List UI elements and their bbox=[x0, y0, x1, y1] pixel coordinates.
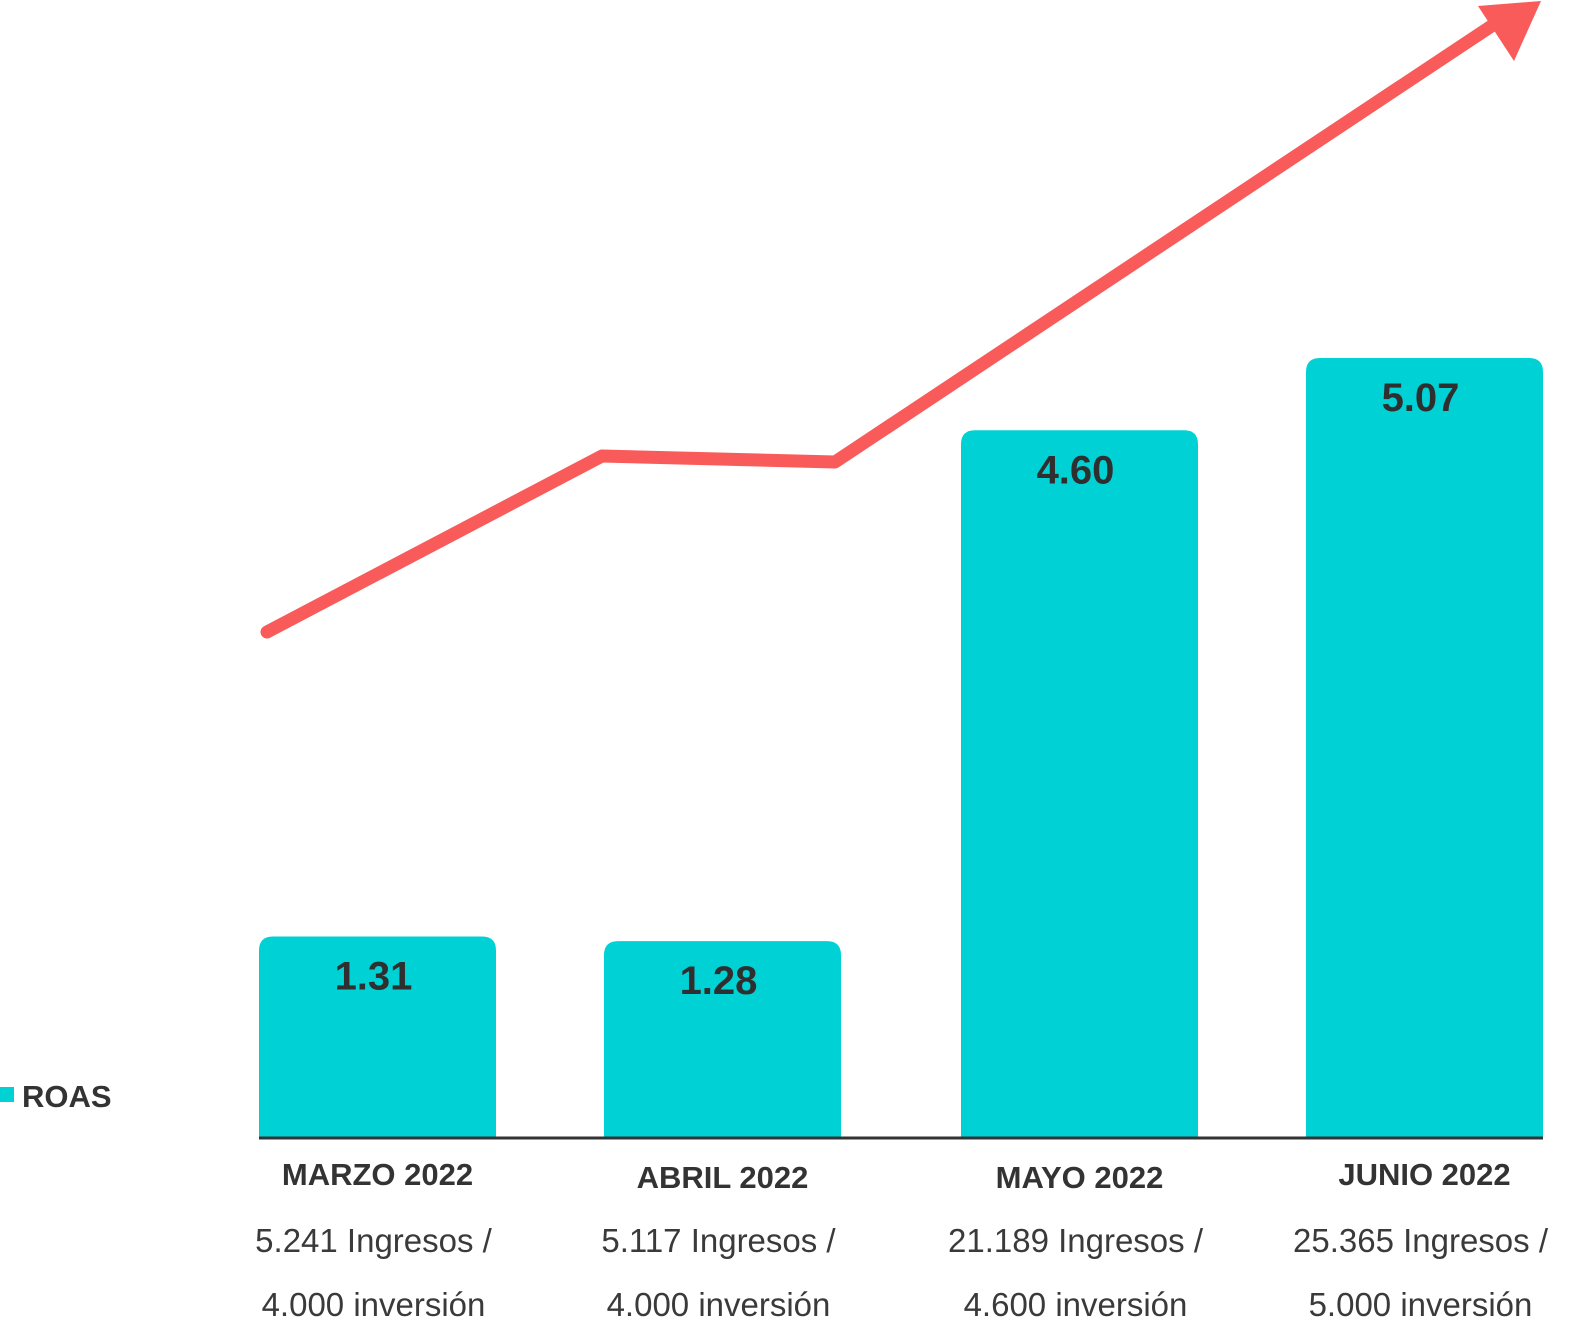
data-label: 4.60 bbox=[1037, 448, 1115, 492]
sublabel-investment: 5.000 inversión bbox=[1309, 1286, 1533, 1323]
bar bbox=[259, 936, 496, 1138]
tick-label: ABRIL 2022 bbox=[637, 1160, 809, 1195]
data-label: 1.31 bbox=[335, 954, 413, 998]
bar bbox=[604, 941, 841, 1138]
sublabel-revenue: 5.241 Ingresos / bbox=[255, 1222, 492, 1259]
legend-swatch bbox=[0, 1087, 14, 1102]
trend-arrowhead-icon bbox=[1478, 1, 1541, 61]
legend-label: ROAS bbox=[22, 1079, 112, 1114]
sublabel-revenue: 21.189 Ingresos / bbox=[948, 1222, 1204, 1259]
trend-line bbox=[260, 18, 1500, 639]
sublabel-investment: 4.600 inversión bbox=[964, 1286, 1188, 1323]
tick-label: JUNIO 2022 bbox=[1338, 1157, 1510, 1192]
sublabel-investment: 4.000 inversión bbox=[607, 1286, 831, 1323]
bar bbox=[1306, 358, 1543, 1138]
tick-label: MARZO 2022 bbox=[282, 1157, 473, 1192]
bar bbox=[961, 430, 1198, 1138]
data-label: 1.28 bbox=[680, 959, 758, 1003]
bars-group bbox=[259, 358, 1543, 1138]
sublabel-investment: 4.000 inversión bbox=[262, 1286, 486, 1323]
sublabel-revenue: 5.117 Ingresos / bbox=[601, 1222, 836, 1259]
sublabel-revenue: 25.365 Ingresos / bbox=[1293, 1222, 1549, 1259]
tick-label: MAYO 2022 bbox=[996, 1160, 1164, 1195]
data-label: 5.07 bbox=[1382, 376, 1460, 420]
